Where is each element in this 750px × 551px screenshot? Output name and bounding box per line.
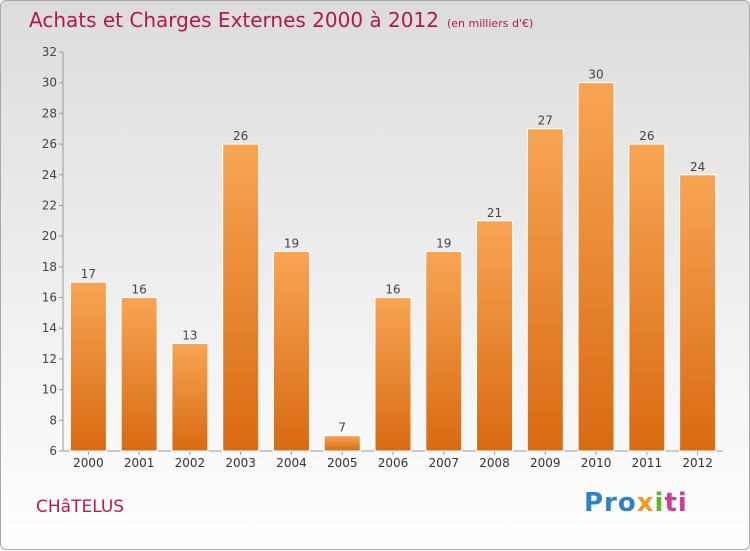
bar-2010: [577, 82, 615, 452]
x-tick-label: 2002: [175, 456, 206, 470]
data-label-2008: 21: [487, 206, 502, 220]
data-label-2002: 13: [182, 329, 197, 343]
bar-2008: [476, 220, 514, 452]
y-tick-label: 6: [49, 444, 57, 458]
data-label-2004: 19: [284, 237, 299, 251]
town-name: CHâTELUS: [36, 497, 125, 517]
bar-2004: [272, 251, 310, 452]
data-label-2001: 16: [132, 283, 147, 297]
data-label-2009: 27: [538, 114, 553, 128]
data-label-2007: 19: [436, 237, 451, 251]
bar-2003: [222, 143, 260, 452]
y-tick-label: 26: [42, 137, 57, 151]
chart-unit-note: (en milliers d'€): [446, 17, 534, 30]
data-label-2006: 16: [385, 283, 400, 297]
data-label-2010: 30: [588, 68, 603, 82]
bar-2012: [679, 174, 717, 452]
bar-2001: [120, 297, 158, 452]
y-tick-label: 28: [42, 106, 57, 120]
x-tick-label: 2001: [124, 456, 155, 470]
x-tick-label: 2004: [276, 456, 307, 470]
bar-2002: [171, 343, 209, 452]
y-tick-label: 18: [42, 260, 57, 274]
data-label-2012: 24: [690, 160, 705, 174]
data-label-2000: 17: [81, 267, 96, 281]
chart-title-text: Achats et Charges Externes 2000 à 2012: [29, 8, 439, 32]
x-tick-label: 2011: [632, 456, 663, 470]
y-tick-label: 8: [49, 413, 57, 427]
bar-2006: [374, 297, 412, 452]
x-tick-label: 2012: [682, 456, 713, 470]
x-tick-label: 2010: [581, 456, 612, 470]
y-tick-label: 32: [42, 45, 57, 59]
y-tick-label: 22: [42, 198, 57, 212]
data-label-2003: 26: [233, 129, 248, 143]
y-tick-label: 24: [42, 168, 57, 182]
y-tick-label: 20: [42, 229, 57, 243]
bar-2011: [628, 143, 666, 452]
y-tick-label: 14: [42, 321, 57, 335]
x-tick-label: 2006: [378, 456, 409, 470]
x-tick-label: 2007: [428, 456, 459, 470]
logo-part-3: i: [654, 488, 665, 518]
x-tick-label: 2008: [479, 456, 510, 470]
bars: 17 16 13 26 19 7 16 19 21 27 30 26 24: [69, 68, 717, 452]
x-tick-label: 2009: [530, 456, 561, 470]
bar-2000: [69, 281, 107, 452]
y-tick-label: 12: [42, 352, 57, 366]
data-label-2005: 7: [338, 421, 346, 435]
y-tick-label: 10: [42, 383, 57, 397]
x-tick-label: 2005: [327, 456, 358, 470]
y-tick-label: 30: [42, 76, 57, 90]
logo-part-2: x: [636, 488, 655, 518]
y-axis: 6 8 10 12 14 16 18 20 22 24 26 28 30 32: [42, 45, 64, 458]
y-tick-label: 16: [42, 291, 57, 305]
bar-2005: [323, 435, 361, 452]
bar-2007: [425, 251, 463, 452]
chart-title: Achats et Charges Externes 2000 à 2012 (e…: [29, 8, 533, 32]
logo-part-4: ti: [664, 488, 688, 518]
bar-2009: [526, 128, 564, 452]
data-label-2011: 26: [639, 129, 654, 143]
x-tick-label: 2003: [225, 456, 256, 470]
x-tick-label: 2000: [73, 456, 104, 470]
logo-part-1: Pro: [584, 488, 637, 518]
proxiti-logo: Proxiti: [584, 488, 688, 518]
x-axis: 2000 2001 2002 2003 2004 2005 2006 2007 2008 2009…: [63, 450, 723, 470]
